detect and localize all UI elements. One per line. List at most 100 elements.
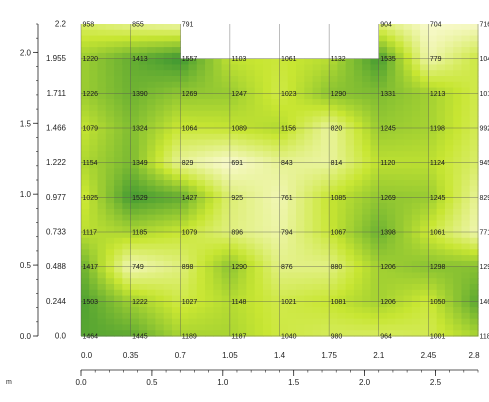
heatmap-cell <box>213 284 223 291</box>
heatmap-cell <box>329 116 338 123</box>
heatmap-cell <box>312 243 322 250</box>
heatmap-cell <box>453 307 463 314</box>
heatmap-cell <box>436 203 446 210</box>
heatmap-cell <box>180 116 190 123</box>
heatmap-cell <box>304 87 314 94</box>
heatmap-cell <box>461 47 471 54</box>
heatmap-cell <box>378 116 388 123</box>
heatmap-cell <box>387 151 396 158</box>
heatmap-cell <box>147 104 157 112</box>
heatmap-cell <box>229 168 239 175</box>
heatmap-cell <box>221 70 231 77</box>
heatmap-cell <box>353 324 363 331</box>
heatmap-cell <box>114 139 123 146</box>
heatmap-cell <box>246 226 256 233</box>
heatmap-cell <box>296 185 305 193</box>
cell-value-label: 771 <box>480 230 489 237</box>
heatmap-cell <box>97 168 107 175</box>
heatmap-cell <box>444 220 454 227</box>
heatmap-cell <box>428 151 438 158</box>
heatmap-cell <box>188 289 198 297</box>
heatmap-cell <box>130 318 140 326</box>
heatmap-cell <box>296 243 305 250</box>
heatmap-cell <box>105 197 115 204</box>
heatmap-cell <box>196 232 206 239</box>
heatmap-cell <box>337 185 347 193</box>
cell-value-label: 1117 <box>83 230 98 237</box>
heatmap-cell <box>254 70 264 77</box>
heatmap-cell <box>205 295 214 302</box>
heatmap-cell <box>180 260 190 268</box>
heatmap-cell <box>461 237 471 245</box>
heatmap-cell <box>370 260 380 268</box>
heatmap-cell <box>138 191 148 198</box>
heatmap-cell <box>287 156 297 164</box>
heatmap-cell <box>89 278 99 285</box>
heatmap-cell <box>395 312 405 320</box>
heatmap-cell <box>461 295 471 302</box>
heatmap-cell <box>122 139 132 146</box>
heatmap-cell <box>461 191 471 198</box>
heatmap-cell <box>362 237 372 245</box>
heatmap-cell <box>461 162 471 170</box>
heatmap-cell <box>453 180 463 187</box>
heatmap-cell <box>155 52 165 60</box>
heatmap-cell <box>420 81 429 89</box>
heatmap-cell <box>345 318 355 326</box>
cell-value-label: 1269 <box>380 195 396 202</box>
heatmap-cell <box>188 145 198 152</box>
heatmap-cell <box>461 232 471 239</box>
heatmap-cell <box>387 122 396 129</box>
heatmap-cell <box>345 289 355 297</box>
heatmap-cell <box>312 133 322 141</box>
heatmap-cell <box>403 180 413 187</box>
heatmap-cell <box>420 87 429 94</box>
heatmap-cell <box>320 318 330 326</box>
heatmap-cell <box>188 122 198 129</box>
column-label: 0.0 <box>81 351 93 360</box>
heatmap-cell <box>163 151 173 158</box>
heatmap-cell <box>97 255 107 262</box>
heatmap-cell <box>461 133 471 141</box>
heatmap-cell <box>287 307 297 314</box>
cell-value-label: 1247 <box>231 91 247 98</box>
heatmap-cell <box>196 220 206 227</box>
heatmap-cell <box>105 122 115 129</box>
heatmap-cell <box>171 180 181 187</box>
heatmap-cell <box>155 99 165 106</box>
heatmap-cell <box>196 156 206 164</box>
heatmap-cell <box>428 104 438 112</box>
heatmap-cell <box>114 110 123 118</box>
heatmap-cell <box>114 41 123 48</box>
heatmap-cell <box>205 278 214 285</box>
heatmap-cell <box>171 35 181 42</box>
heatmap-cell <box>411 133 421 141</box>
heatmap-cell <box>238 174 248 181</box>
heatmap-cell <box>345 116 355 123</box>
heatmap-cell <box>337 318 347 326</box>
heatmap-cell <box>453 324 463 331</box>
heatmap-cell <box>97 266 107 274</box>
heatmap-cell <box>229 174 239 181</box>
heatmap-cell <box>304 185 314 193</box>
heatmap-cell <box>469 324 479 331</box>
heatmap-cell <box>395 81 405 89</box>
heatmap-cell <box>279 203 289 210</box>
heatmap-cell <box>469 312 479 320</box>
heatmap-cell <box>403 208 413 216</box>
heatmap-cell <box>444 180 454 187</box>
heatmap-cell <box>221 272 231 279</box>
heatmap-cell <box>238 220 248 227</box>
heatmap-cell <box>337 255 347 262</box>
heatmap-cell <box>370 312 380 320</box>
heatmap-cell <box>329 104 338 112</box>
heatmap-cell <box>345 220 355 227</box>
heatmap-cell <box>138 93 148 100</box>
heatmap-cell <box>304 145 314 152</box>
column-label: 1.4 <box>274 351 286 360</box>
heatmap-cell <box>205 174 214 181</box>
heatmap-cell <box>89 81 99 89</box>
heatmap-cell <box>246 81 256 89</box>
heatmap-cell <box>378 185 388 193</box>
heatmap-cell <box>188 180 198 187</box>
